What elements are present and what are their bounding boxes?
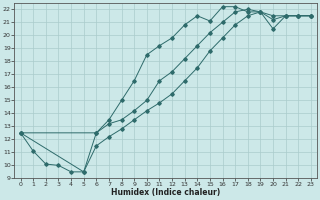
X-axis label: Humidex (Indice chaleur): Humidex (Indice chaleur): [111, 188, 220, 197]
